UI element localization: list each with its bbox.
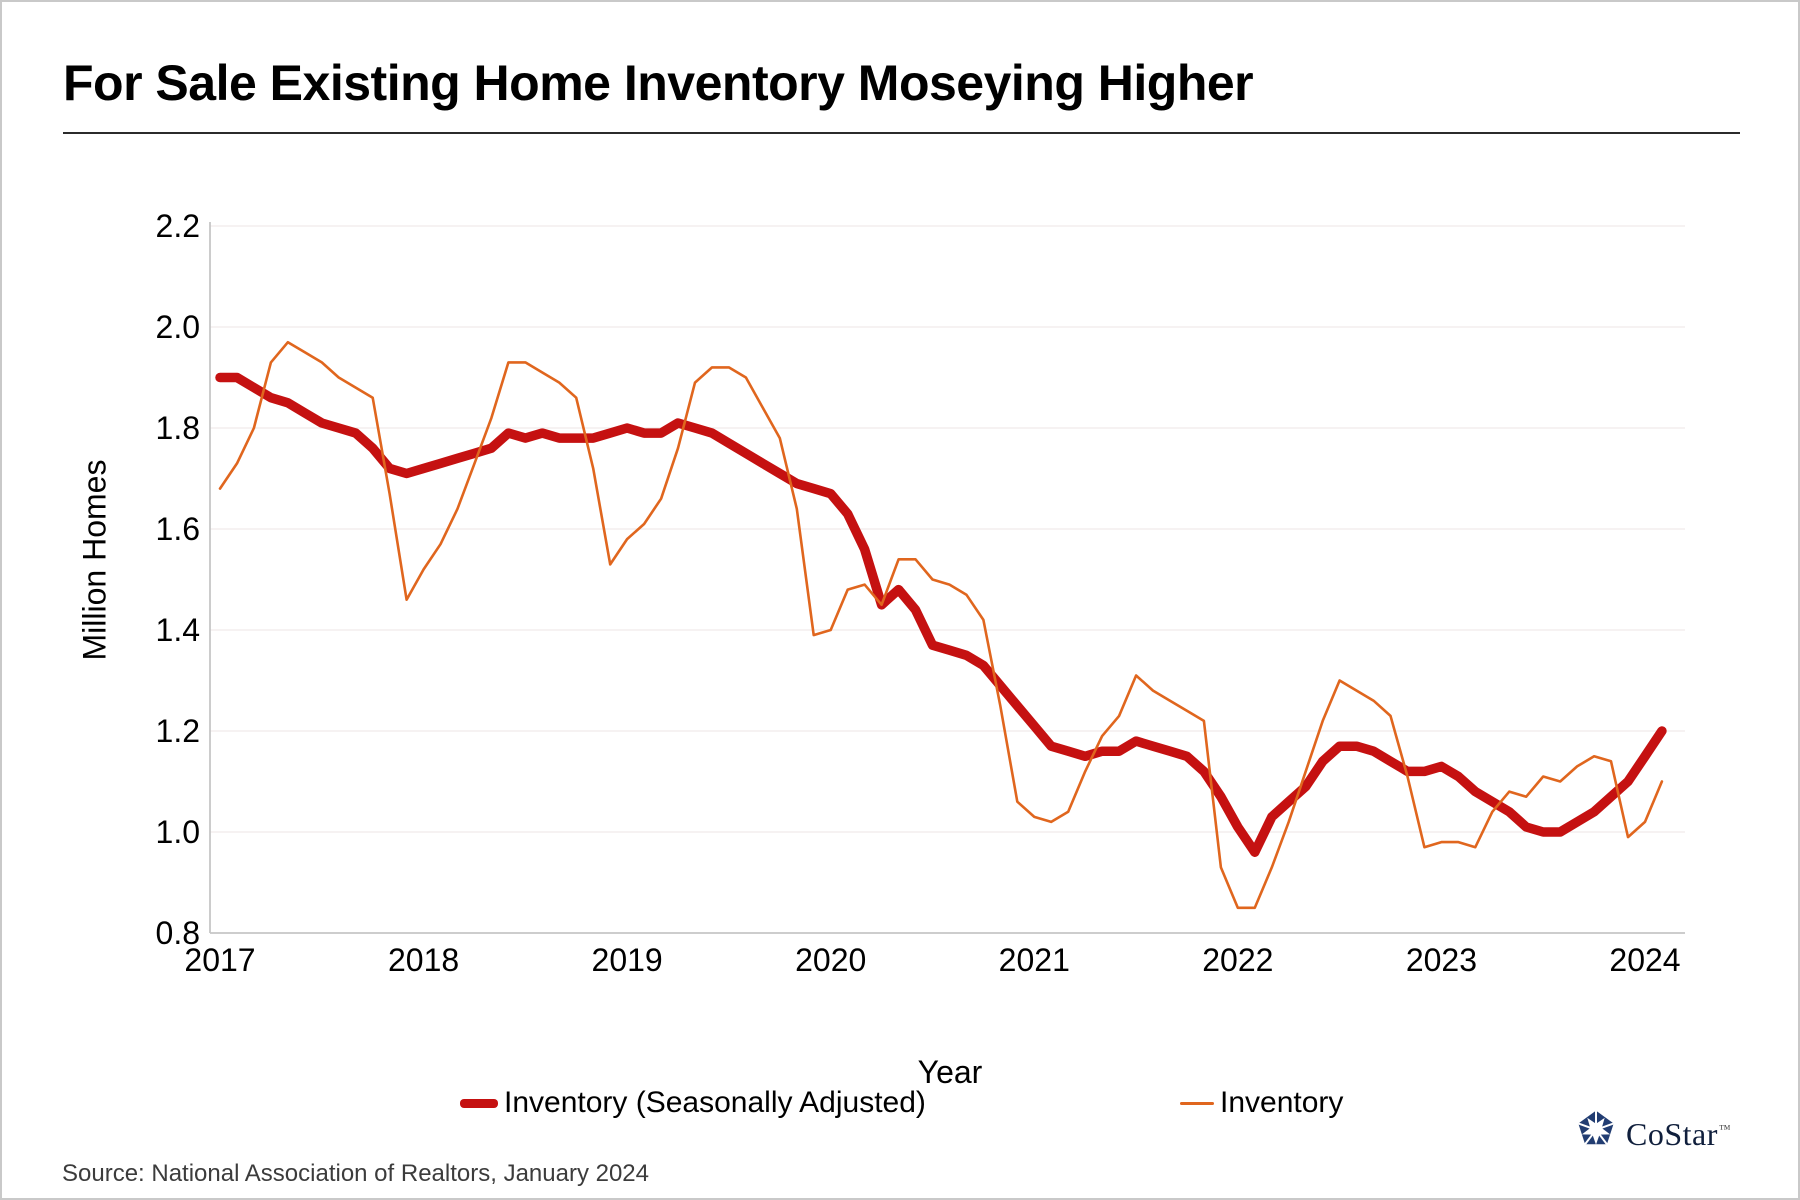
x-tick-label: 2018 (387, 942, 460, 978)
page-title: For Sale Existing Home Inventory Moseyin… (63, 55, 1254, 111)
trademark-symbol: ™ (1718, 1122, 1732, 1137)
y-tick-label: 1.4 (155, 612, 200, 648)
x-tick-label: 2021 (998, 942, 1070, 978)
legend-item-seasonally-adjusted: Inventory (Seasonally Adjusted) (460, 1086, 926, 1120)
legend-swatch-seasonally-adjusted (460, 1098, 498, 1108)
x-tick-label: 2017 (184, 942, 256, 978)
y-axis-title: Million Homes (76, 459, 113, 661)
series-line-seasonally-adjusted (215, 372, 1667, 857)
x-tick-label: 2023 (1405, 942, 1477, 978)
series-line-inventory (218, 340, 1664, 910)
legend-swatch-inventory (1180, 1101, 1214, 1105)
y-tick-label: 2.0 (155, 309, 200, 345)
legend-label-seasonally-adjusted: Inventory (Seasonally Adjusted) (504, 1086, 926, 1119)
x-tick-label: 2022 (1202, 942, 1274, 978)
legend-label-inventory: Inventory (1220, 1086, 1344, 1119)
y-tick-label: 1.0 (155, 814, 200, 850)
y-tick-label: 1.6 (155, 511, 200, 547)
x-axis-title: Year (917, 1054, 983, 1090)
x-tick-label: 2020 (795, 942, 867, 978)
costar-logo: CoStar™ (1576, 1108, 1731, 1153)
y-tick-label: 2.2 (155, 208, 200, 244)
legend-item-inventory: Inventory (1180, 1086, 1343, 1120)
y-tick-label: 0.8 (155, 915, 200, 951)
costar-logo-icon (1577, 1110, 1615, 1145)
title-underline (63, 132, 1740, 134)
source-text: Source: National Association of Realtors… (62, 1160, 650, 1187)
x-tick-label: 2019 (591, 942, 663, 978)
costar-logo-text: CoStar™ (1626, 1116, 1732, 1152)
y-tick-label: 1.8 (155, 410, 200, 446)
x-tick-label: 2024 (1609, 942, 1681, 978)
y-tick-label: 1.2 (155, 713, 200, 749)
